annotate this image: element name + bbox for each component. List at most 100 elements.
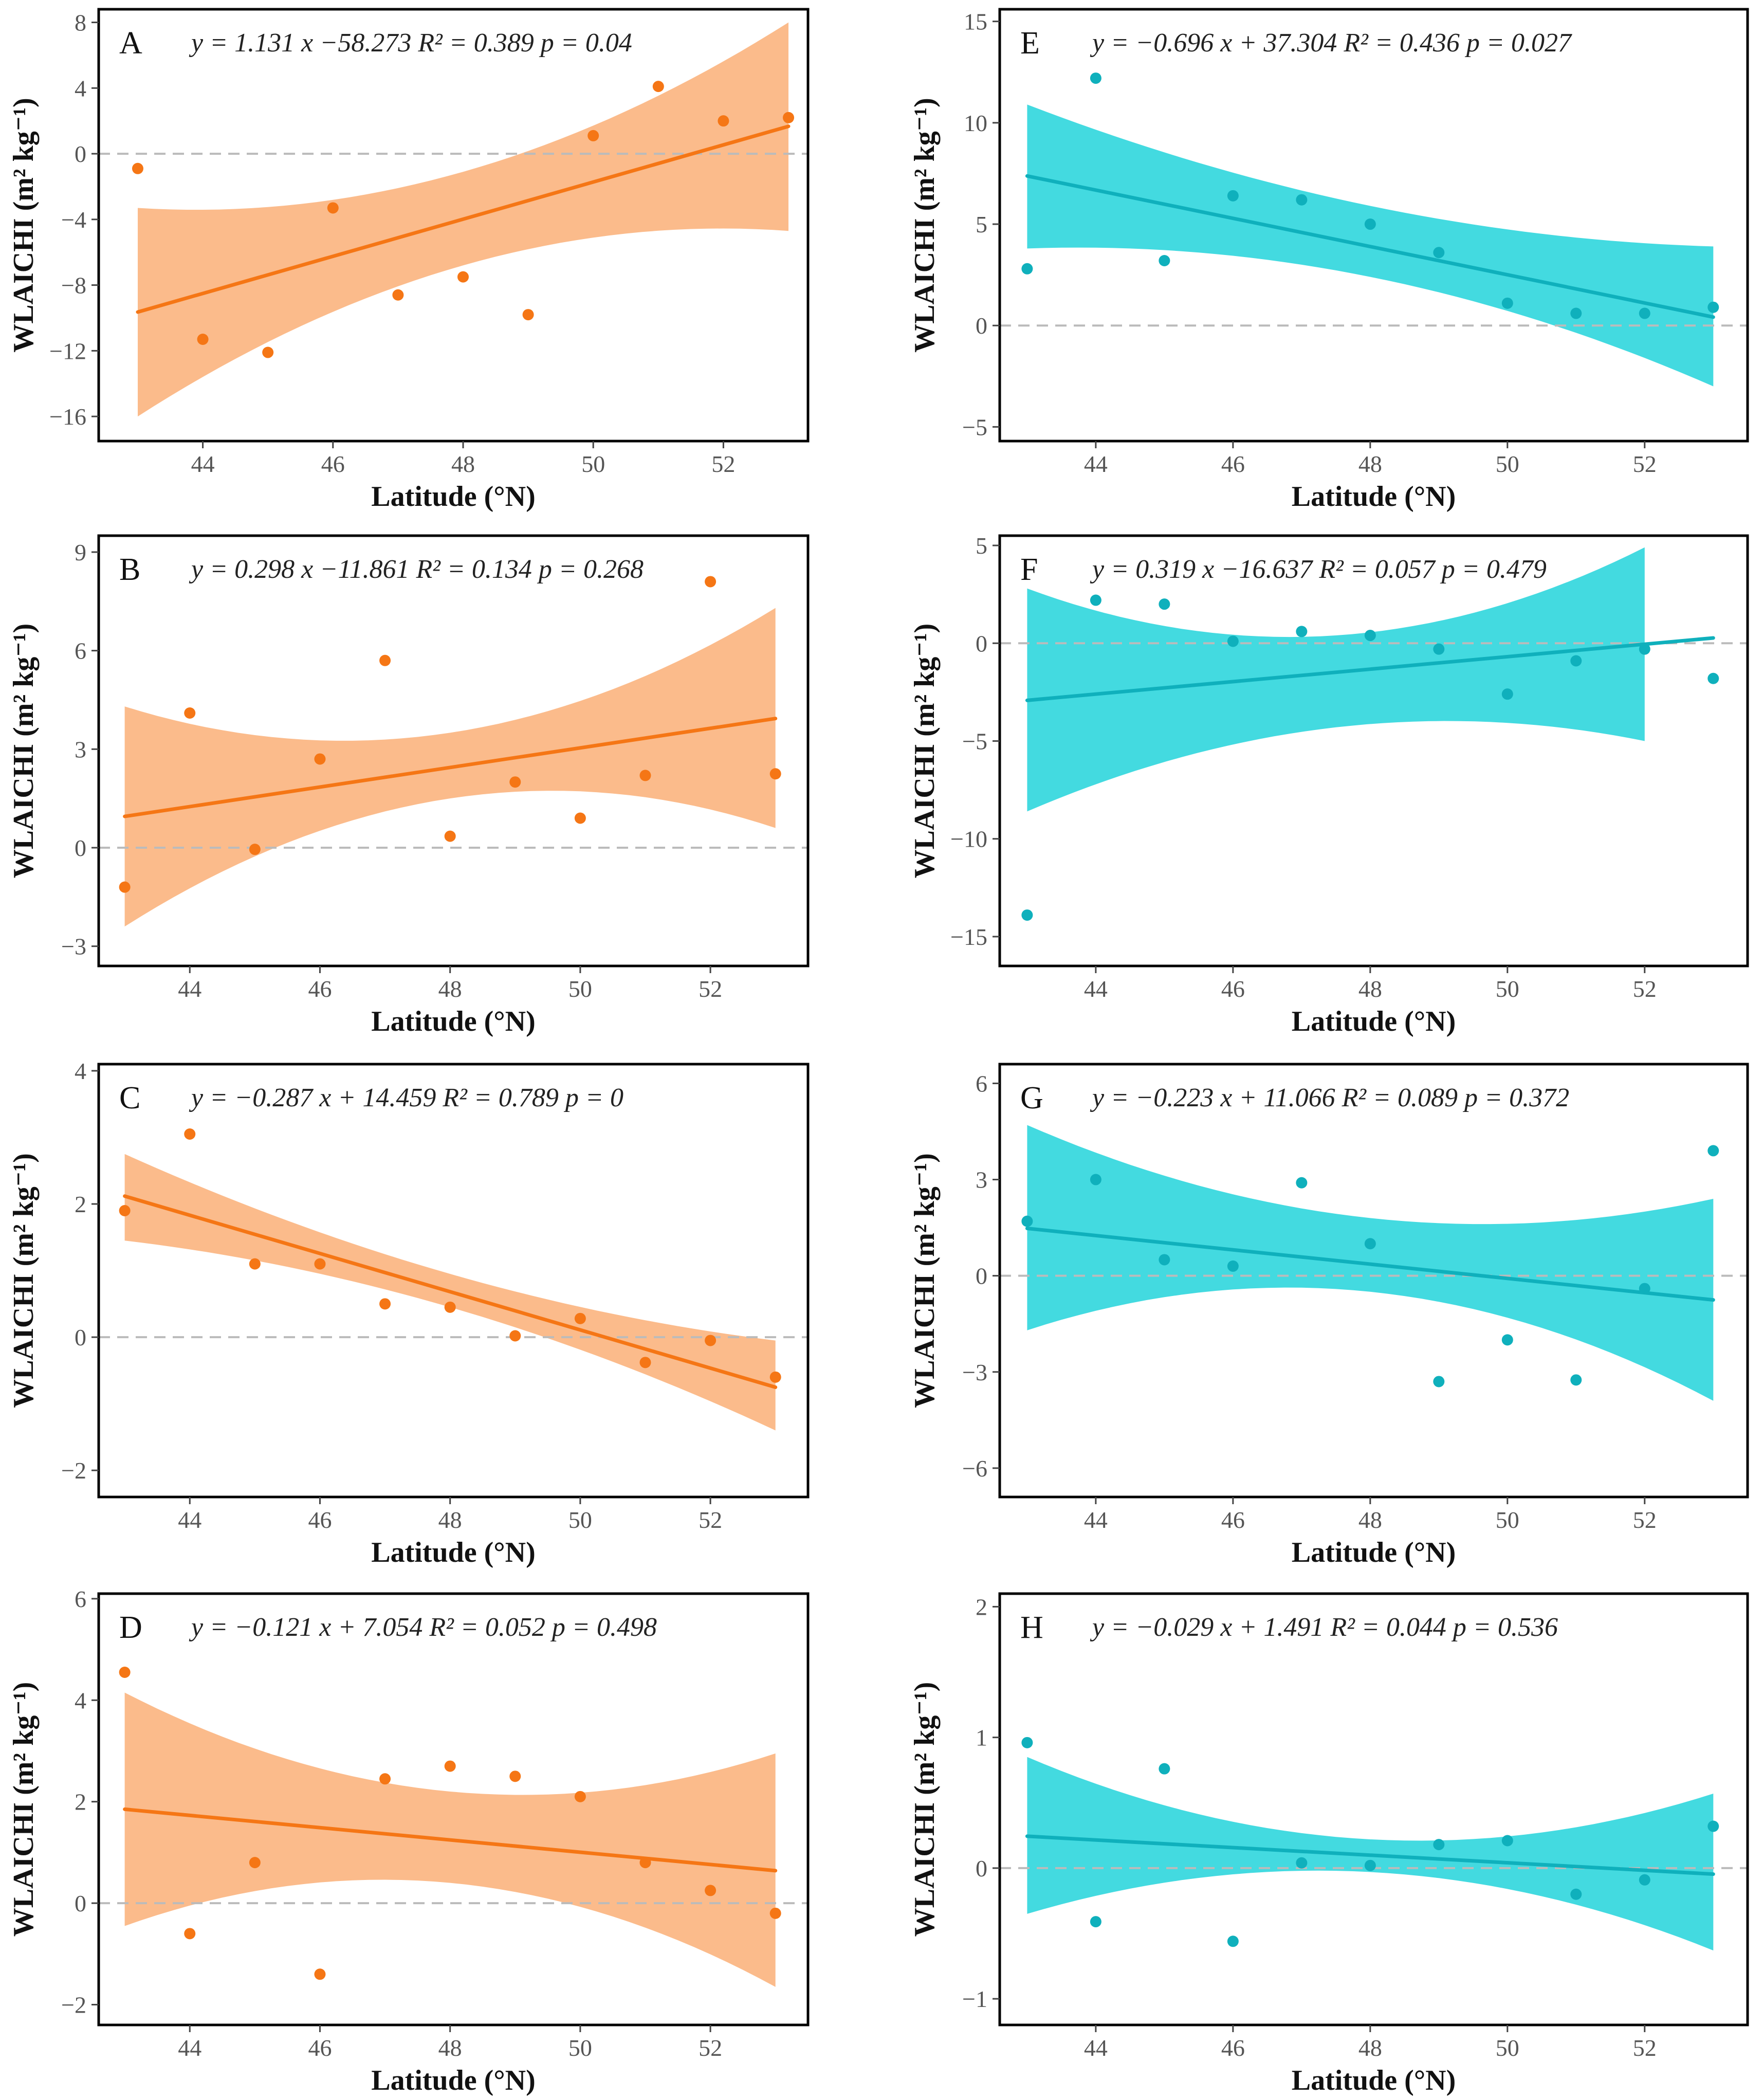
x-tick-label: 52 xyxy=(1633,2035,1657,2061)
x-tick-label: 44 xyxy=(1084,1507,1108,1533)
data-point xyxy=(197,333,209,345)
y-tick-label: 1 xyxy=(976,1725,987,1751)
data-point xyxy=(1707,301,1719,313)
y-axis-title: WLAICHI (m² kg⁻¹) xyxy=(909,98,941,353)
data-point xyxy=(1707,1145,1719,1157)
x-tick-label: 50 xyxy=(1496,451,1519,477)
data-point xyxy=(1639,1283,1650,1294)
regression-equation: y = −0.029 x + 1.491 R² = 0.044 p = 0.53… xyxy=(1090,1613,1558,1642)
plot-frame xyxy=(97,534,810,967)
data-point xyxy=(1707,672,1719,684)
x-tick-label: 44 xyxy=(178,2035,201,2061)
x-tick-label: 50 xyxy=(1496,2035,1519,2061)
data-point xyxy=(379,654,391,666)
data-point xyxy=(509,1770,521,1782)
panel-letter: G xyxy=(1020,1081,1043,1116)
data-point xyxy=(314,1258,326,1270)
regression-equation: y = −0.121 x + 7.054 R² = 0.052 p = 0.49… xyxy=(189,1613,657,1642)
y-tick-label: 2 xyxy=(976,1594,987,1620)
data-point xyxy=(1570,1374,1582,1386)
data-point xyxy=(1364,1238,1376,1250)
y-tick-label: 0 xyxy=(75,141,86,167)
data-point xyxy=(1021,1737,1033,1748)
x-tick-label: 48 xyxy=(1358,1507,1382,1533)
data-point xyxy=(1296,626,1308,637)
plot-frame xyxy=(97,1592,810,2026)
y-tick-label: 0 xyxy=(976,313,987,339)
x-tick-label: 50 xyxy=(581,451,605,477)
data-point xyxy=(1090,594,1101,606)
y-tick-label: 0 xyxy=(75,835,86,861)
x-axis-title: Latitude (°N) xyxy=(371,1537,535,1568)
data-point xyxy=(1707,1820,1719,1832)
x-tick-label: 48 xyxy=(438,1507,462,1533)
data-point xyxy=(379,1298,391,1310)
data-point xyxy=(769,1907,781,1919)
x-axis-title: Latitude (°N) xyxy=(371,2065,535,2096)
regression-equation: y = −0.287 x + 14.459 R² = 0.789 p = 0 xyxy=(189,1083,623,1112)
x-tick-label: 48 xyxy=(1358,2035,1382,2061)
y-axis-title: WLAICHI (m² kg⁻¹) xyxy=(8,624,40,879)
data-point xyxy=(1639,643,1650,655)
y-tick-label: −3 xyxy=(61,934,86,960)
panel-B: 44 46 48 50 52 −3 0 3 6 9 Latitude (°N) WLAICHI (m²… xyxy=(8,534,810,1037)
data-point xyxy=(1501,1334,1513,1346)
y-axis-title: WLAICHI (m² kg⁻¹) xyxy=(909,1682,941,1937)
y-tick-label: 4 xyxy=(75,1687,86,1713)
y-tick-label: 6 xyxy=(976,1070,987,1097)
data-point xyxy=(119,1666,131,1678)
y-tick-label: −3 xyxy=(962,1359,987,1385)
data-point xyxy=(392,289,404,301)
x-tick-label: 52 xyxy=(1633,976,1657,1002)
data-point xyxy=(1159,1254,1170,1266)
x-tick-label: 44 xyxy=(191,451,215,477)
data-point xyxy=(262,346,274,358)
y-tick-label: 6 xyxy=(75,1586,86,1612)
x-tick-label: 50 xyxy=(1496,976,1519,1002)
panel-letter: C xyxy=(119,1081,140,1116)
regression-line xyxy=(123,1807,778,1873)
data-point xyxy=(249,1258,261,1270)
x-tick-label: 52 xyxy=(711,451,735,477)
data-point xyxy=(119,881,131,893)
x-tick-label: 48 xyxy=(1358,976,1382,1002)
y-tick-label: −12 xyxy=(49,338,86,364)
data-point xyxy=(1501,688,1513,700)
data-point xyxy=(132,162,143,174)
data-point xyxy=(1364,1859,1376,1871)
x-axis-title: Latitude (°N) xyxy=(1292,1537,1456,1568)
data-point xyxy=(1090,1174,1101,1185)
data-point xyxy=(1296,1177,1308,1189)
data-point xyxy=(444,1301,456,1313)
y-tick-label: 2 xyxy=(75,1191,86,1217)
regression-line xyxy=(123,1194,778,1390)
regression-equation: y = −0.696 x + 37.304 R² = 0.436 p = 0.0… xyxy=(1090,28,1572,58)
y-tick-label: 0 xyxy=(75,1890,86,1916)
data-point xyxy=(444,830,456,842)
data-point xyxy=(769,1371,781,1383)
data-point xyxy=(314,1968,326,1980)
plot-frame xyxy=(97,8,810,443)
data-point xyxy=(444,1760,456,1772)
data-point xyxy=(1501,1835,1513,1847)
y-tick-label: 10 xyxy=(964,110,987,136)
y-tick-label: −10 xyxy=(950,826,987,852)
x-axis-title: Latitude (°N) xyxy=(1292,481,1456,513)
data-point xyxy=(184,707,196,719)
data-point xyxy=(1227,635,1239,647)
x-tick-label: 46 xyxy=(308,1507,332,1533)
plot-frame xyxy=(97,1063,810,1499)
x-tick-label: 46 xyxy=(308,2035,332,2061)
panel-G: 44 46 48 50 52 −6 −3 0 3 6 Latitude (°N) WLAICHI (m… xyxy=(909,1063,1749,1568)
x-tick-label: 46 xyxy=(1221,1507,1245,1533)
x-tick-label: 48 xyxy=(438,2035,462,2061)
panel-F: 44 46 48 50 52 −15 −10 −5 0 5 Latitude (°N) WLAICHI… xyxy=(909,533,1749,1037)
data-point xyxy=(718,115,729,127)
x-tick-label: 48 xyxy=(451,451,475,477)
y-tick-label: −8 xyxy=(61,272,86,299)
x-tick-label: 44 xyxy=(1084,976,1108,1002)
regression-line xyxy=(1025,636,1715,702)
y-tick-label: 9 xyxy=(75,539,86,565)
panel-letter: E xyxy=(1020,26,1040,61)
